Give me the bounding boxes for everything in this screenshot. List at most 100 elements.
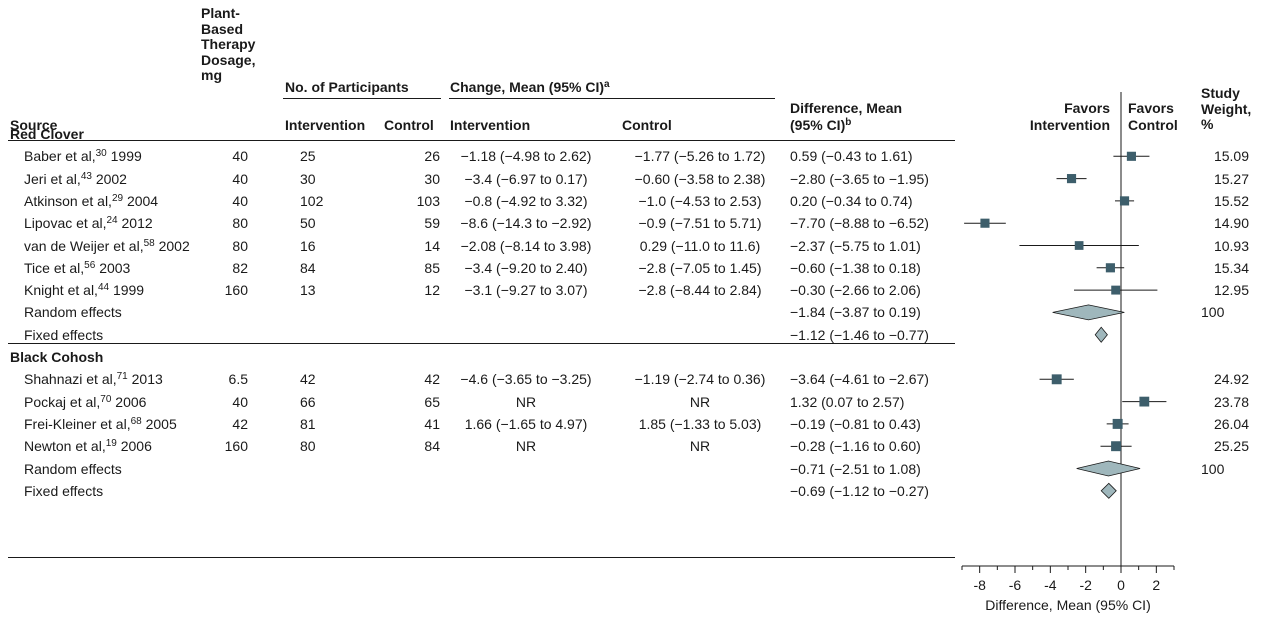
study-author: Frei-Kleiner et al,	[24, 415, 131, 432]
x-axis-tick-label: -2	[1079, 577, 1092, 593]
participants-group-header: No. of Participants	[285, 79, 409, 95]
dosage-column-header: Based	[201, 20, 244, 37]
random-effects-difference: −1.84 (−3.87 to 0.19)	[790, 304, 921, 321]
random-effects-difference: −0.71 (−2.51 to 1.08)	[790, 460, 921, 477]
study-estimate-marker	[980, 218, 990, 228]
participants-intervention-value: 81	[300, 415, 316, 432]
study-author: van de Weijer et al,	[24, 237, 144, 254]
difference-value: 0.20 (−0.34 to 0.74)	[790, 192, 913, 209]
fixed-effects-label: Fixed effects	[24, 326, 104, 343]
participants-intervention-value: 42	[300, 371, 316, 388]
study-source: Atkinson et al,29 2004	[24, 193, 158, 212]
change-intervention-value: −8.6 (−14.3 to −2.92)	[460, 215, 592, 232]
reference-number: 70	[100, 393, 112, 405]
difference-value: 1.32 (0.07 to 2.57)	[790, 393, 905, 410]
study-source: Newton et al,19 2006	[24, 438, 152, 457]
header-bottom-rule	[8, 140, 955, 141]
participants-intervention-header: Intervention	[285, 117, 366, 133]
change-intervention-value: NR	[515, 438, 537, 455]
participants-intervention-value: 30	[300, 170, 316, 187]
study-estimate-marker	[1126, 151, 1136, 161]
change-control-header: Control	[622, 117, 672, 133]
study-year: 2006	[115, 393, 147, 410]
study-weight-value: 15.09	[1213, 148, 1249, 165]
difference-value: −0.19 (−0.81 to 0.43)	[790, 415, 921, 432]
study-source: Baber et al,30 1999	[24, 148, 142, 167]
study-estimate-marker	[1111, 441, 1122, 452]
reference-number: 56	[84, 259, 96, 271]
participants-control-value: 84	[424, 438, 440, 455]
dosage-column-header: Plant-	[201, 5, 240, 21]
study-source: van de Weijer et al,58 2002	[24, 238, 190, 257]
fixed-effects-label: Fixed effects	[24, 482, 104, 499]
study-author: Shahnazi et al,	[24, 371, 117, 388]
dosage-value: 160	[224, 282, 248, 299]
participants-control-value: 103	[416, 192, 440, 209]
reference-number: 44	[97, 282, 110, 294]
difference-value: −0.28 (−1.16 to 0.60)	[790, 438, 921, 455]
difference-header-line2: (95% CI)b	[790, 117, 851, 136]
study-weight-value: 15.34	[1213, 259, 1249, 276]
change-control-value: −1.77 (−5.26 to 1.72)	[634, 148, 766, 165]
change-control-value: 0.29 (−11.0 to 11.6)	[639, 237, 761, 254]
random-effects-label: Random effects	[24, 460, 122, 477]
reference-number: 58	[143, 237, 155, 249]
study-year: 2002	[95, 170, 127, 187]
study-author: Jeri et al,	[24, 170, 81, 187]
study-estimate-marker	[1119, 196, 1130, 206]
study-weight-value: 12.95	[1213, 282, 1249, 299]
study-year: 2006	[120, 438, 152, 455]
study-year: 2013	[131, 371, 163, 388]
difference-value: −2.37 (−5.75 to 1.01)	[790, 237, 921, 254]
participants-control-value: 59	[424, 215, 440, 232]
subgroup-label: Black Cohosh	[10, 349, 104, 365]
pooled-estimate-diamond	[1076, 460, 1141, 477]
change-group-header: Change, Mean (95% CI)a	[450, 79, 610, 98]
change-intervention-value: −1.18 (−4.98 to 2.62)	[460, 148, 592, 165]
participants-intervention-value: 50	[300, 215, 316, 232]
difference-value: −7.70 (−8.88 to −6.52)	[790, 215, 929, 232]
study-year: 2005	[145, 415, 177, 432]
study-estimate-marker	[1139, 396, 1150, 407]
x-axis-tick-label: 2	[1152, 577, 1160, 593]
reference-number: 30	[95, 148, 107, 160]
study-estimate-marker	[1066, 174, 1077, 184]
difference-value: −0.30 (−2.66 to 2.06)	[790, 282, 921, 299]
dosage-value: 80	[232, 215, 248, 232]
study-weight-value: 25.25	[1213, 438, 1249, 455]
random-effects-weight: 100	[1201, 304, 1225, 321]
table-bottom-rule	[8, 557, 955, 558]
x-axis-tick-label: -8	[973, 577, 986, 593]
difference-value: −0.60 (−1.38 to 0.18)	[790, 259, 921, 276]
change-control-value: −0.60 (−3.58 to 2.38)	[634, 170, 766, 187]
study-estimate-marker	[1111, 285, 1121, 295]
study-author: Pockaj et al,	[24, 393, 101, 410]
difference-value: −2.80 (−3.65 to −1.95)	[790, 170, 929, 187]
reference-number: 43	[80, 170, 92, 182]
participants-control-value: 65	[424, 393, 440, 410]
study-weight-value: 10.93	[1213, 237, 1249, 254]
dosage-value: 40	[232, 192, 248, 209]
change-control-value: −1.19 (−2.74 to 0.36)	[634, 371, 766, 388]
pooled-estimate-diamond	[1094, 326, 1108, 343]
change-intervention-value: −3.1 (−9.27 to 3.07)	[464, 282, 588, 299]
participants-intervention-value: 13	[300, 282, 316, 299]
pooled-estimate-diamond	[1052, 304, 1125, 321]
change-header-rule	[449, 98, 775, 99]
participants-intervention-value: 66	[300, 393, 316, 410]
study-source: Pockaj et al,70 2006	[24, 394, 146, 413]
reference-number: 19	[105, 438, 117, 450]
dosage-value: 42	[232, 415, 248, 432]
study-weight-value: 24.92	[1213, 371, 1249, 388]
reference-number: 24	[106, 215, 118, 227]
participants-control-value: 30	[424, 170, 440, 187]
dosage-value: 40	[232, 148, 248, 165]
study-source: Shahnazi et al,71 2013	[24, 371, 163, 390]
change-intervention-value: −0.8 (−4.92 to 3.32)	[464, 192, 588, 209]
change-header-label: Change, Mean (95% CI)	[450, 79, 605, 95]
change-control-value: −2.8 (−7.05 to 1.45)	[638, 259, 762, 276]
change-control-value: −0.9 (−7.51 to 5.71)	[638, 215, 762, 232]
change-intervention-value: −4.6 (−3.65 to −3.25)	[460, 371, 592, 388]
weight-column-header: Study	[1201, 85, 1240, 101]
